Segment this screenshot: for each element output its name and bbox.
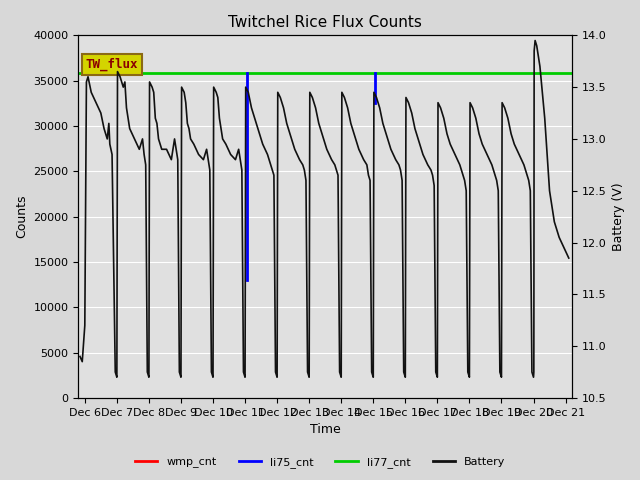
X-axis label: Time: Time — [310, 423, 340, 436]
Y-axis label: Counts: Counts — [15, 195, 28, 239]
Legend: wmp_cnt, li75_cnt, li77_cnt, Battery: wmp_cnt, li75_cnt, li77_cnt, Battery — [131, 452, 509, 472]
Title: Twitchel Rice Flux Counts: Twitchel Rice Flux Counts — [228, 15, 422, 30]
Y-axis label: Battery (V): Battery (V) — [612, 182, 625, 251]
Text: TW_flux: TW_flux — [86, 58, 138, 71]
